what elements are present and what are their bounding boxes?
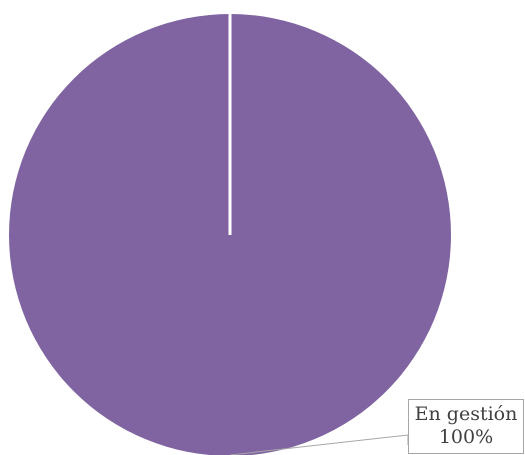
data-label-percent: 100% <box>438 426 494 448</box>
data-label: En gestión 100% <box>408 399 524 454</box>
data-label-category: En gestión <box>414 403 518 425</box>
